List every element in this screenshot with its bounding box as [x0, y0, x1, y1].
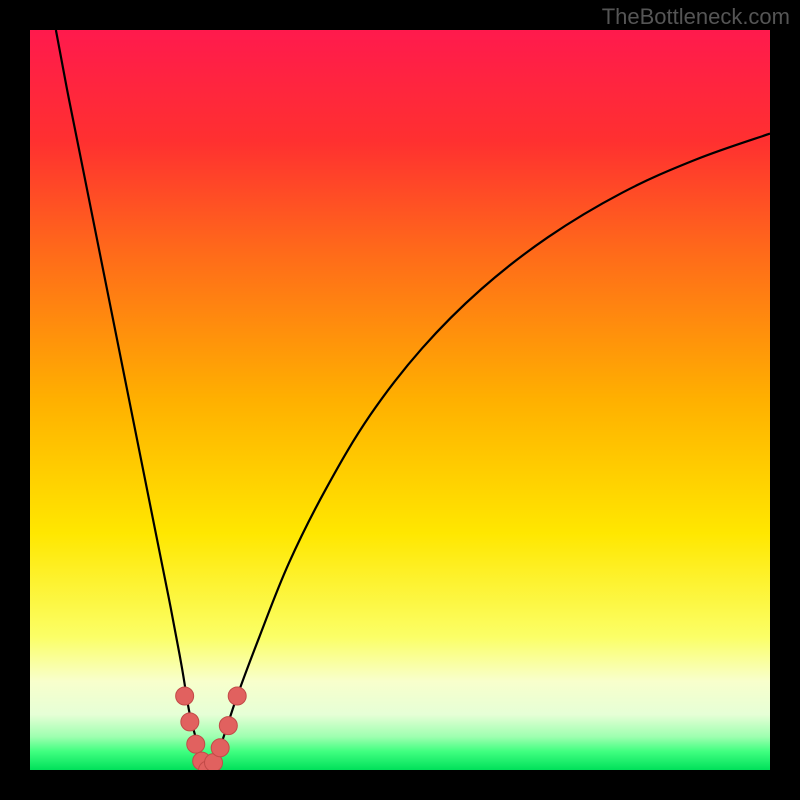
curve-marker — [176, 687, 194, 705]
curve-marker — [181, 713, 199, 731]
plot-area-background — [30, 30, 770, 770]
figure-root: TheBottleneck.com — [0, 0, 800, 800]
curve-marker — [228, 687, 246, 705]
bottleneck-chart — [0, 0, 800, 800]
curve-marker — [219, 717, 237, 735]
watermark-text: TheBottleneck.com — [602, 4, 790, 30]
curve-marker — [211, 739, 229, 757]
curve-marker — [187, 735, 205, 753]
